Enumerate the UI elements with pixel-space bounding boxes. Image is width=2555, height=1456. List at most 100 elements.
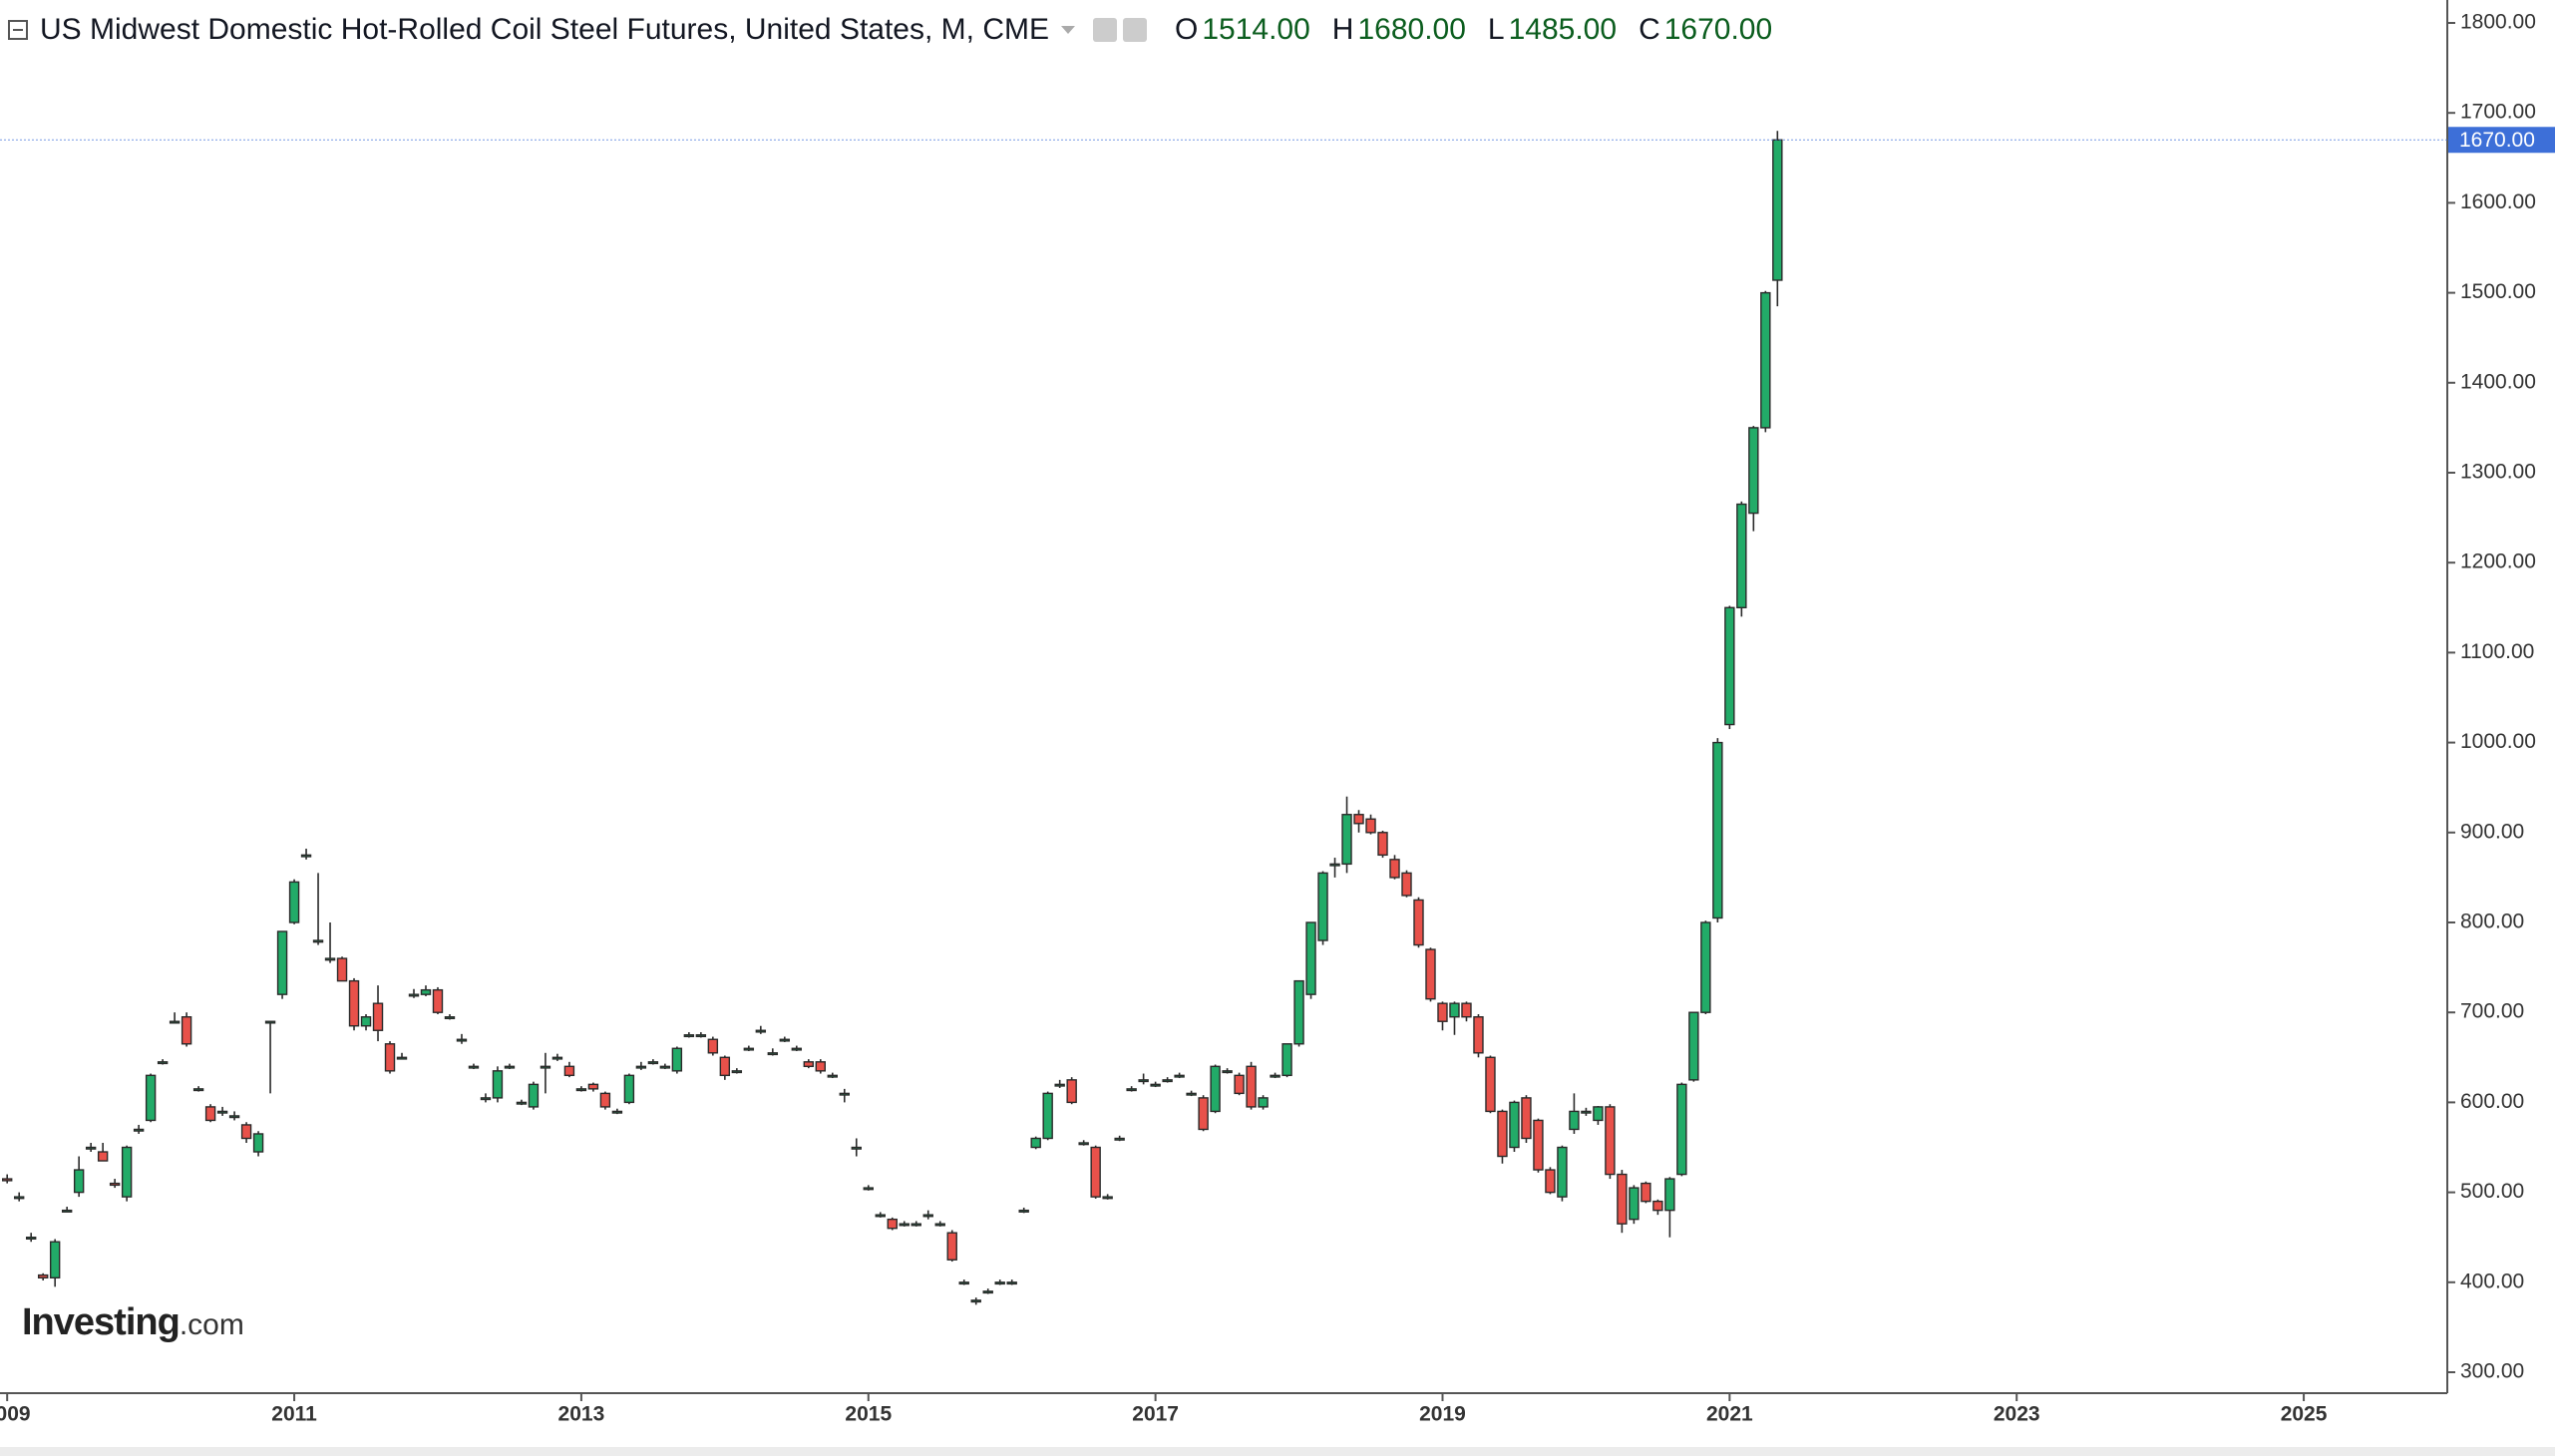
candle-body: [360, 1016, 372, 1027]
candle-body: [1533, 1119, 1544, 1171]
candle-body: [1018, 1209, 1029, 1213]
y-tick-label: 900.00: [2460, 820, 2524, 843]
candle-body: [1497, 1110, 1508, 1158]
candle-body: [336, 957, 348, 982]
candle-body: [192, 1088, 204, 1092]
candle-body: [1246, 1065, 1257, 1108]
candle-body: [1449, 1002, 1460, 1018]
candle-body: [1210, 1065, 1221, 1113]
candle-body: [97, 1151, 109, 1162]
x-tick-label: 2009: [0, 1403, 31, 1426]
candle-body: [1593, 1106, 1604, 1122]
candle-body: [49, 1241, 61, 1278]
candle-body: [911, 1223, 921, 1227]
settings-icon[interactable]: [1123, 18, 1147, 42]
candle-body: [1138, 1079, 1149, 1083]
y-tick-label: 600.00: [2460, 1090, 2524, 1113]
chart-header: US Midwest Domestic Hot-Rolled Coil Stee…: [8, 10, 1772, 50]
y-tick-label: 300.00: [2460, 1360, 2524, 1383]
visibility-icon[interactable]: [1093, 18, 1117, 42]
candle-body: [1222, 1070, 1233, 1074]
candle-body: [839, 1092, 850, 1096]
candle-body: [671, 1047, 683, 1072]
ohlc-value: 1670.00: [1663, 13, 1773, 46]
candle-body: [1760, 291, 1771, 429]
candle-body: [1198, 1097, 1209, 1131]
candle-body: [1688, 1011, 1699, 1081]
collapse-button[interactable]: [8, 20, 28, 40]
candle-body: [85, 1146, 97, 1150]
candle-body: [994, 1281, 1005, 1285]
candle-body: [1258, 1097, 1269, 1108]
candle-body: [1329, 863, 1340, 867]
candle-body: [1270, 1074, 1280, 1078]
candle-body: [1054, 1083, 1065, 1087]
candle-body: [25, 1236, 37, 1240]
candle-body: [731, 1070, 743, 1074]
candle-body: [1473, 1016, 1484, 1054]
candle-body: [1126, 1088, 1137, 1092]
candle-body: [1006, 1281, 1017, 1285]
candle-body: [420, 988, 432, 995]
candle-body: [707, 1038, 719, 1054]
candle-body: [1485, 1056, 1496, 1113]
candle-body: [1389, 859, 1400, 879]
candle-body: [324, 957, 336, 961]
candle-body: [240, 1124, 252, 1140]
candle-body: [575, 1088, 587, 1092]
candle-body: [264, 1020, 276, 1024]
candle-body: [396, 1056, 408, 1060]
candle-body: [540, 1065, 551, 1069]
candle-body: [1066, 1079, 1077, 1104]
candle-body: [1317, 872, 1328, 941]
candle-body: [169, 1020, 181, 1024]
candle-body: [1353, 814, 1364, 825]
candle-body: [1545, 1169, 1556, 1194]
candle-body: [1293, 979, 1304, 1045]
y-tick-labels: 300.00 400.00 500.00 600.00 700.00 800.00 900.…: [2460, 11, 2536, 1383]
candle-body: [1, 1178, 13, 1182]
candle-body: [1042, 1092, 1053, 1140]
candle-body: [1772, 139, 1783, 281]
candle-body: [252, 1133, 264, 1153]
y-tick-label: 1500.00: [2460, 280, 2536, 303]
candle-body: [815, 1061, 826, 1072]
candle-body: [1641, 1182, 1651, 1203]
candle-body: [528, 1083, 540, 1108]
candle-body: [1078, 1142, 1089, 1146]
candle-body: [647, 1061, 659, 1065]
candle-body: [1174, 1074, 1185, 1078]
candle-body: [1162, 1079, 1173, 1083]
x-tick-label: 2017: [1132, 1403, 1179, 1426]
ohlc-value: 1514.00: [1202, 13, 1310, 46]
candle-body: [611, 1110, 623, 1114]
y-tick-label: 1200.00: [2460, 550, 2536, 573]
candle-body: [1557, 1146, 1568, 1198]
y-tick-label: 1100.00: [2460, 640, 2534, 663]
candle-body: [946, 1232, 957, 1261]
x-tick-label: 2025: [2281, 1403, 2328, 1426]
x-tick-label: 2021: [1706, 1403, 1753, 1426]
candle-body: [1581, 1110, 1592, 1114]
y-tick-label: 1800.00: [2460, 11, 2536, 34]
candle-body: [958, 1281, 969, 1285]
ohlc-key: L: [1487, 13, 1505, 46]
candle-body: [109, 1182, 121, 1187]
logo-suffix: .com: [179, 1308, 244, 1341]
candle-body: [13, 1196, 25, 1200]
y-tick-label: 800.00: [2460, 910, 2524, 933]
candle-body: [1102, 1196, 1113, 1200]
candle-body: [181, 1016, 192, 1045]
candle-body: [121, 1146, 133, 1198]
candle-body: [743, 1047, 755, 1051]
candle-body: [875, 1214, 886, 1218]
candle-body: [1114, 1137, 1125, 1141]
ohlc-value: 1680.00: [1357, 13, 1466, 46]
candle-body: [899, 1223, 910, 1227]
candle-body: [1150, 1083, 1161, 1087]
candle-body: [970, 1299, 981, 1303]
ohlc-key: H: [1331, 13, 1354, 46]
logo: Investing.com: [22, 1301, 244, 1344]
dropdown-arrow[interactable]: [1061, 26, 1075, 34]
candle-body: [300, 854, 312, 858]
